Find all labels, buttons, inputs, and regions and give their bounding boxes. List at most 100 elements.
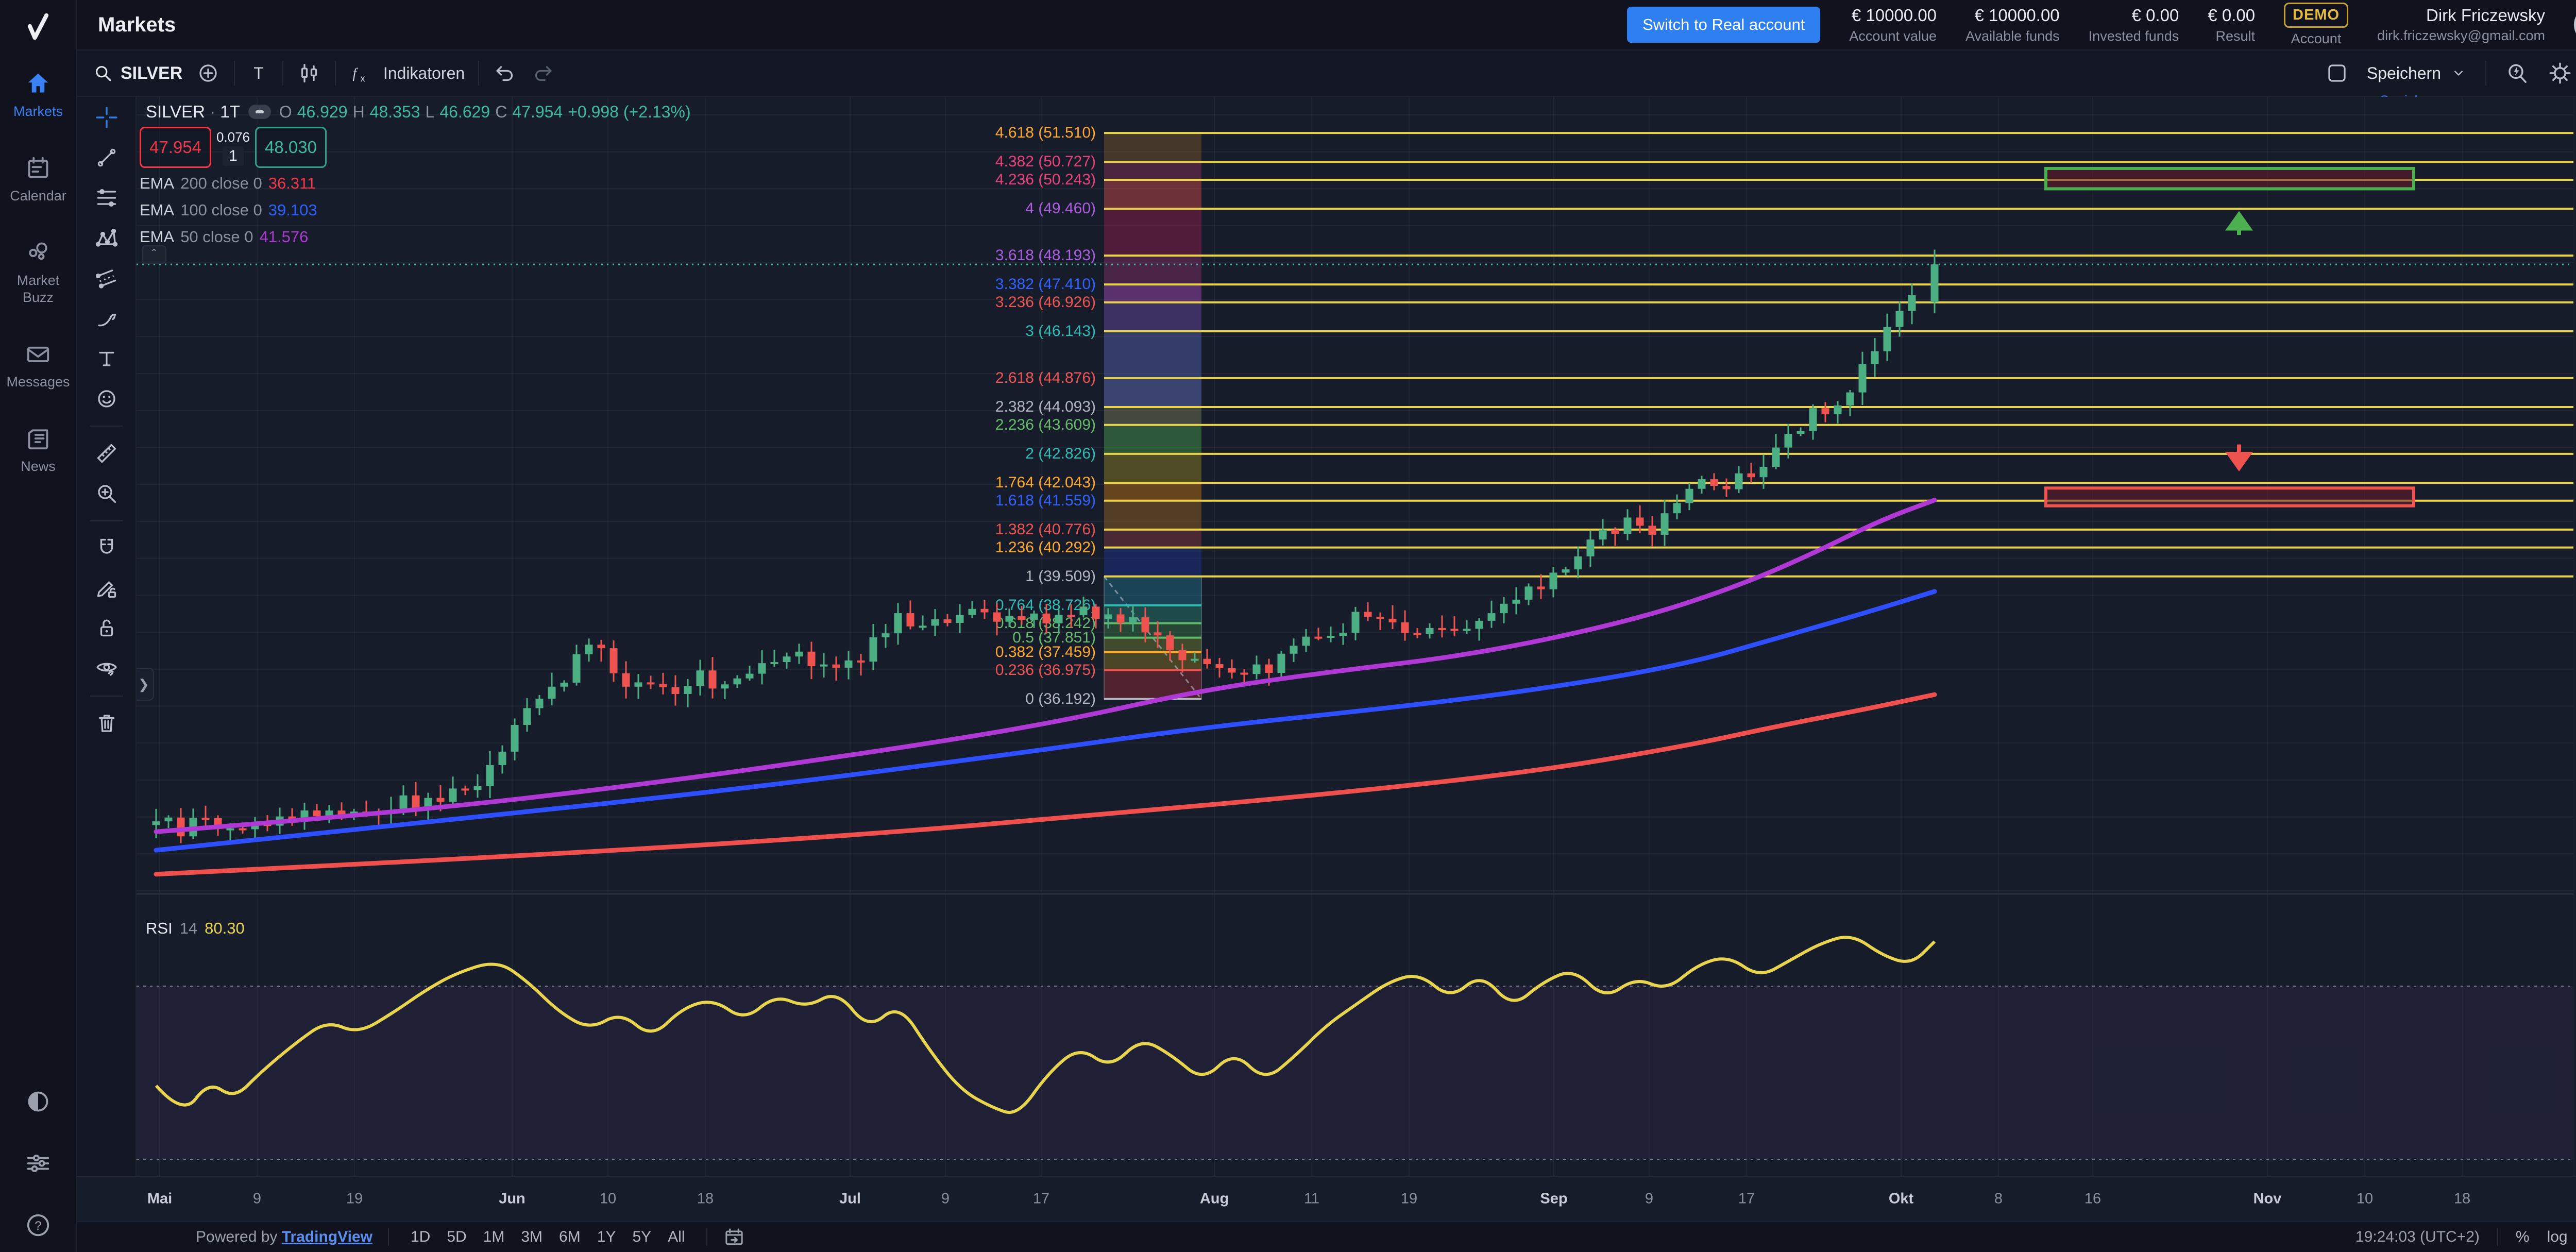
add-symbol-icon[interactable] <box>196 61 221 86</box>
range-button-1d[interactable]: 1D <box>410 1228 431 1245</box>
brush-tool[interactable] <box>91 305 123 332</box>
symbol-search-button[interactable]: SILVER <box>92 62 182 84</box>
search-icon <box>92 62 114 84</box>
chart-canvas[interactable] <box>137 97 2573 1176</box>
sidebar-item-messages[interactable]: Messages <box>1 340 76 391</box>
sidebar-item-label: Markets <box>13 104 63 119</box>
save-button[interactable]: Speichern Speichern <box>2367 64 2468 108</box>
scale-button-log[interactable]: log <box>2547 1228 2568 1245</box>
avatar[interactable] <box>2574 6 2576 44</box>
sell-button[interactable]: 47.954 <box>140 127 211 168</box>
stat-value: € 10000.00 <box>1851 5 1937 25</box>
price-scale[interactable]: 52.00051.00050.00049.00038.00037.00036.0… <box>2573 97 2576 1176</box>
toolbar-right: Speichern Speichern <box>2325 60 2576 108</box>
range-button-1y[interactable]: 1Y <box>597 1228 616 1245</box>
time-tick: 17 <box>1738 1190 1755 1207</box>
drawbar-divider <box>90 520 123 521</box>
lock-drawings-tool[interactable] <box>91 615 123 642</box>
range-button-5y[interactable]: 5Y <box>632 1228 652 1245</box>
remove-drawings-tool[interactable] <box>91 710 123 737</box>
magnet-tool[interactable] <box>91 535 123 562</box>
zoom-in-tool-icon <box>94 481 119 506</box>
spread-block: 0.076 1 <box>211 127 255 168</box>
interval-button[interactable]: T <box>253 63 264 82</box>
indicator-row-ema-100[interactable]: EMA 100 close 0 39.103 <box>140 201 317 219</box>
range-button-6m[interactable]: 6M <box>559 1228 581 1245</box>
fib-retracement-tool-icon <box>94 185 119 210</box>
sidebar-item-label: Messages <box>6 374 70 390</box>
layout-icon[interactable] <box>2325 61 2349 86</box>
clock[interactable]: 19:24:03 (UTC+2) <box>2355 1228 2480 1245</box>
mail-icon <box>24 340 53 368</box>
chart-legend: SILVER · 1T O 46.929 H 48.353 L 46.629 C 47.… <box>146 102 691 122</box>
user-name: Dirk Friczewsky <box>2426 6 2545 25</box>
help-icon[interactable]: ? <box>24 1211 53 1240</box>
channel-tool[interactable] <box>91 265 123 292</box>
text-tool-icon <box>95 347 118 370</box>
gear-icon[interactable] <box>2547 60 2573 86</box>
drawing-mode-tool-icon <box>94 576 119 601</box>
bottombar-right: 19:24:03 (UTC+2) %logauto <box>2355 1228 2576 1246</box>
main-column: Markets Switch to Real account € 10000.0… <box>77 0 2576 1252</box>
time-tick: 9 <box>252 1190 262 1207</box>
zoom-in-tool[interactable] <box>91 480 123 507</box>
drawing-mode-tool[interactable] <box>91 575 123 602</box>
svg-text:?: ? <box>35 1219 42 1233</box>
time-tick: 11 <box>1303 1190 1320 1207</box>
redo-icon[interactable] <box>531 61 555 86</box>
range-button-all[interactable]: All <box>668 1228 685 1245</box>
preferences-sliders-icon[interactable] <box>24 1149 53 1178</box>
xabcd-pattern-tool-icon <box>94 226 119 250</box>
quick-search-icon[interactable] <box>2504 60 2530 86</box>
range-button-3m[interactable]: 3M <box>521 1228 543 1245</box>
drawbar-divider <box>90 426 123 427</box>
magnet-tool-icon <box>94 536 119 561</box>
spread-value: 0.076 <box>216 129 250 145</box>
tradingview-link[interactable]: TradingView <box>281 1228 372 1245</box>
undo-icon[interactable] <box>493 61 517 86</box>
theme-contrast-icon[interactable] <box>24 1087 53 1116</box>
goto-date-icon[interactable] <box>723 1226 745 1248</box>
chart-style-icon[interactable] <box>297 61 321 86</box>
legend-symbol[interactable]: SILVER · 1T <box>146 102 240 121</box>
indicator-row-ema-200[interactable]: EMA 200 close 0 36.311 <box>140 174 316 192</box>
demo-badge: DEMO <box>2284 3 2349 28</box>
quantity-value[interactable]: 1 <box>223 146 244 166</box>
legend-collapse-button[interactable]: ˆ <box>142 245 166 264</box>
panel-expand-chevron[interactable]: ❯ <box>137 668 154 701</box>
sidebar-item-market-buzz[interactable]: Market Buzz <box>1 238 76 307</box>
stat-value: € 0.00 <box>2131 5 2179 25</box>
switch-to-real-button[interactable]: Switch to Real account <box>1627 7 1821 43</box>
xabcd-pattern-tool[interactable] <box>91 225 123 251</box>
sidebar-item-calendar[interactable]: Calendar <box>1 154 76 205</box>
chart-plot[interactable]: 4.618 (51.510) 4.382 (50.727) 4.236 (50.24… <box>137 97 2573 1176</box>
calendar-icon <box>24 154 53 182</box>
fib-retracement-tool[interactable] <box>91 184 123 211</box>
ruler-tool[interactable] <box>91 440 123 467</box>
indicator-row-ema-50[interactable]: EMA 50 close 0 41.576 <box>140 228 309 246</box>
scale-button-%[interactable]: % <box>2515 1228 2530 1245</box>
hide-drawings-tool[interactable] <box>91 655 123 682</box>
range-button-5d[interactable]: 5D <box>447 1228 467 1245</box>
time-axis[interactable]: Mai 9 19 Jun 10 18 Jul 9 17 Aug 11 19 Sep 9 17 Okt 8 16 No… <box>77 1176 2576 1221</box>
legend-visibility-pill[interactable] <box>248 105 271 119</box>
bottom-toolbar: Powered by TradingView 1D 5D 1M 3M 6M 1Y 5Y All… <box>77 1221 2576 1252</box>
trend-line-tool[interactable] <box>91 144 123 171</box>
sidebar-item-markets[interactable]: Markets <box>1 69 76 121</box>
brand-logo-icon[interactable] <box>25 7 52 48</box>
stat-available-funds: € 10000.00 Available funds <box>1965 6 2060 44</box>
range-button-1m[interactable]: 1M <box>483 1228 505 1245</box>
toolbar-divider <box>234 61 235 86</box>
text-tool[interactable] <box>91 345 123 372</box>
sidebar-item-news[interactable]: News <box>1 424 76 476</box>
user-email: dirk.friczewsky@gmail.com <box>2377 28 2545 43</box>
buy-button[interactable]: 48.030 <box>255 127 327 168</box>
powered-by: Powered by TradingView <box>196 1228 372 1245</box>
stat-value: € 10000.00 <box>1974 5 2060 25</box>
crosshair-tool[interactable] <box>91 104 123 131</box>
lock-drawings-tool-icon <box>94 616 119 641</box>
emoji-tool[interactable] <box>91 385 123 412</box>
remove-drawings-tool-icon <box>94 711 119 736</box>
